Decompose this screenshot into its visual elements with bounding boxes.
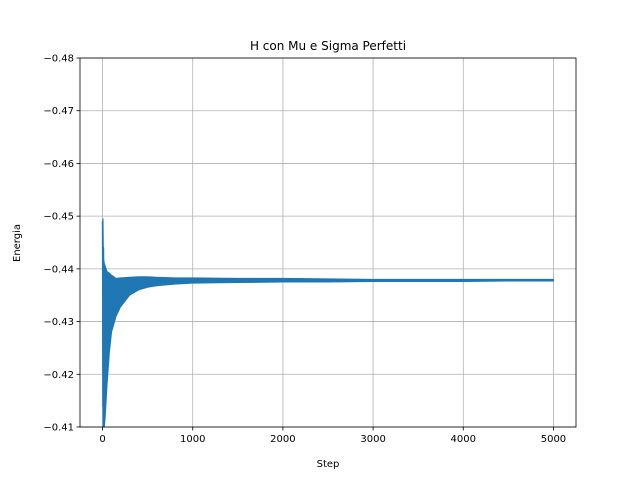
y-tick-label: −0.46 bbox=[43, 159, 74, 170]
data-series bbox=[101, 218, 554, 427]
y-tick-label: −0.44 bbox=[43, 264, 74, 275]
y-axis-label: Energia bbox=[12, 224, 23, 262]
x-tick-label: 2000 bbox=[270, 434, 295, 445]
y-tick-label: −0.41 bbox=[43, 423, 74, 434]
x-tick-label: 0 bbox=[99, 434, 105, 445]
x-tick-label: 1000 bbox=[180, 434, 205, 445]
plot-area bbox=[80, 58, 576, 427]
y-tick-label: −0.48 bbox=[43, 54, 74, 65]
x-axis-ticks: 0 1000 2000 3000 4000 5000 bbox=[99, 427, 566, 445]
x-tick-label: 3000 bbox=[360, 434, 385, 445]
y-tick-label: −0.42 bbox=[43, 370, 74, 381]
x-tick-label: 5000 bbox=[541, 434, 566, 445]
plot-frame bbox=[79, 57, 577, 428]
series-group bbox=[101, 218, 554, 427]
x-axis-label: Step bbox=[317, 459, 340, 470]
y-tick-label: −0.45 bbox=[43, 212, 74, 223]
y-tick-label: −0.43 bbox=[43, 317, 74, 328]
y-tick-label: −0.47 bbox=[43, 106, 74, 117]
chart-title: H con Mu e Sigma Perfetti bbox=[250, 39, 406, 53]
y-axis-ticks: −0.48 −0.47 −0.46 −0.45 −0.44 −0.43 −0.42 −0.41 bbox=[43, 54, 80, 434]
x-tick-label: 4000 bbox=[451, 434, 476, 445]
series-line bbox=[101, 221, 554, 407]
